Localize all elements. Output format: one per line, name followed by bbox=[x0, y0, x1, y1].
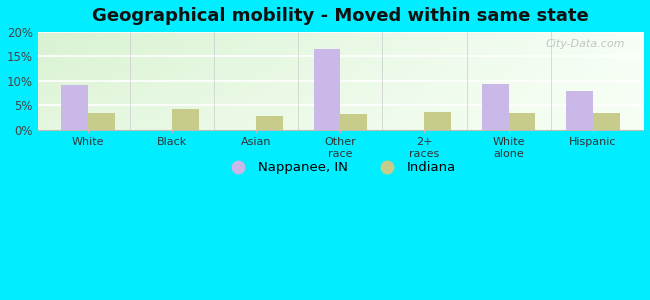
Bar bbox=[313, 49, 341, 130]
Bar bbox=[424, 112, 451, 130]
Bar bbox=[88, 112, 115, 130]
Bar bbox=[341, 114, 367, 130]
Bar bbox=[61, 85, 88, 130]
Legend: Nappanee, IN, Indiana: Nappanee, IN, Indiana bbox=[220, 156, 462, 180]
Text: City-Data.com: City-Data.com bbox=[545, 39, 625, 49]
Title: Geographical mobility - Moved within same state: Geographical mobility - Moved within sam… bbox=[92, 7, 589, 25]
Bar bbox=[508, 112, 536, 130]
Bar bbox=[172, 109, 199, 130]
Bar bbox=[566, 91, 593, 130]
Bar bbox=[593, 112, 619, 130]
Bar bbox=[256, 116, 283, 130]
Bar bbox=[482, 84, 508, 130]
